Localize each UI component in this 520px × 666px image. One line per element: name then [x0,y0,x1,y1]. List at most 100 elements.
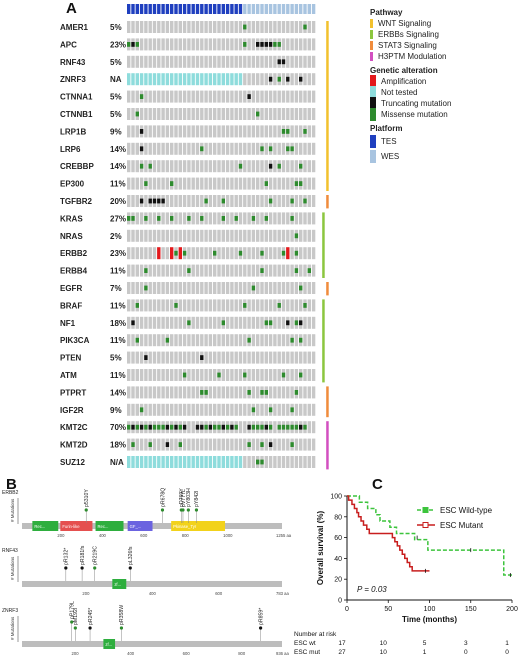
oncoprint-cell [303,403,307,416]
truncating-mark [230,424,234,430]
oncoprint-cell [178,369,182,381]
oncoprint-cell [217,264,221,277]
oncoprint-cell [204,264,208,277]
oncoprint-cell [299,212,303,225]
oncoprint-cell [174,90,178,103]
oncoprint-cell [200,125,204,138]
oncoprint-cell [247,456,251,468]
oncoprint-cell [281,403,286,416]
oncoprint-cell [247,195,251,207]
platform-cell-wes [273,4,277,14]
oncoprint-cell [152,229,157,242]
gene-label: CTNNA1 [60,93,93,102]
oncoprint-cell [170,403,174,416]
oncoprint-cell [256,177,260,190]
oncoprint-cell [299,38,303,51]
oncoprint-cell [290,264,294,277]
oncoprint-cell [131,125,135,138]
oncoprint-cell [299,21,303,33]
oncoprint-cell [157,247,161,260]
oncoprint-cell [273,403,277,416]
oncoprint-cell [127,195,131,207]
missense-mark [307,268,311,273]
oncoprint-cell [221,125,225,138]
oncoprint-cell [161,229,165,242]
oncoprint-cell [135,456,139,468]
missense-mark [303,303,307,308]
pathway-legend-item: ERBBs Signaling [370,29,518,40]
oncoprint-cell [281,38,286,51]
platform-cell-tes [157,4,161,14]
missense-mark [251,407,256,413]
oncoprint-cell [165,38,170,51]
oncoprint-cell [311,386,316,399]
oncoprint-cell [208,334,213,347]
oncoprint-cell [187,334,191,347]
oncoprint-cell [225,299,230,312]
mutation-head [181,508,185,512]
lollipop-tick: 400 [127,651,135,656]
oncoprint-cell [217,386,221,399]
oncoprint-cell [152,264,157,277]
oncoprint-cell [139,438,144,451]
oncoprint-cell [144,21,148,33]
gene-percent: 2% [110,232,122,241]
oncoprint-cell [144,125,148,138]
oncoprint-cell [281,90,286,103]
oncoprint-cell [221,247,225,260]
truncating-mark [208,424,213,430]
oncoprint-cell [234,334,238,347]
oncoprint-cell [303,160,307,173]
panel-label-a: A [66,0,77,17]
oncoprint-cell [234,438,238,451]
oncoprint-cell [131,229,135,242]
oncoprint-cell [281,316,286,329]
oncoprint-cell [247,247,251,260]
oncoprint-cell [213,160,217,173]
oncoprint-cell [273,369,277,381]
oncoprint-cell [131,90,135,103]
oncoprint-cell [221,282,225,294]
oncoprint-cell [273,282,277,294]
oncoprint-cell [131,160,135,173]
oncoprint-cell [204,282,208,294]
oncoprint-heatmap: AMER1 5% APC 23% RNF43 5% ZNRF3 NA CTNNA1 5% CTNNB… [60,4,329,470]
oncoprint-cell [135,403,139,416]
oncoprint-cell [152,299,157,312]
oncoprint-cell [204,334,208,347]
oncoprint-cell [204,403,208,416]
missense-mark [144,181,148,186]
protein-domain [127,521,153,531]
oncoprint-cell [191,264,195,277]
oncoprint-cell [273,316,277,329]
protein-domain [32,521,59,531]
oncoprint-cell [247,351,251,364]
oncoprint-cell [251,264,256,277]
oncoprint-cell [303,334,307,347]
pathway-bar [326,282,329,296]
oncoprint-cell [213,212,217,225]
gene-percent: 14% [110,145,126,154]
oncoprint-cell [135,229,139,242]
oncoprint-cell [217,334,221,347]
oncoprint-cell [200,456,204,468]
oncoprint-cell [213,456,217,468]
oncoprint-cell [139,21,144,33]
oncoprint-cell [131,21,135,33]
oncoprint-cell [191,160,195,173]
oncoprint-cell [213,438,217,451]
oncoprint-cell [208,438,213,451]
oncoprint-cell [208,212,213,225]
platform-cell-tes [217,4,221,14]
oncoprint-cell [277,334,281,347]
oncoprint-cell [294,73,299,86]
oncoprint-cell [251,299,256,312]
missense-mark [264,390,268,395]
oncoprint-cell [294,456,299,468]
oncoprint-cell [195,386,200,399]
missense-mark [260,424,264,430]
oncoprint-cell [238,369,243,381]
missense-mark [281,129,286,134]
oncoprint-cell [127,316,131,329]
risk-count: 5 [423,640,427,647]
